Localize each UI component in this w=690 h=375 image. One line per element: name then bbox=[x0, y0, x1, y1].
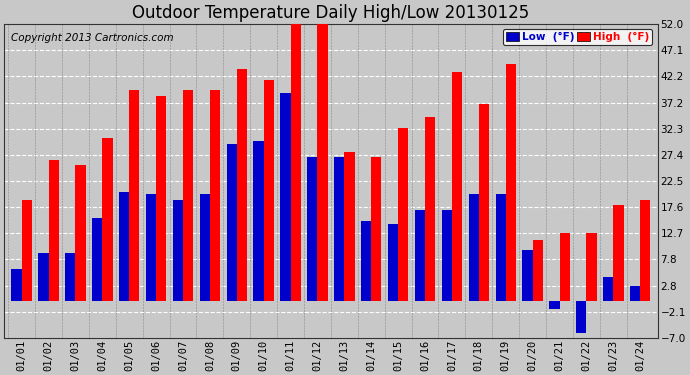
Bar bbox=[253, 141, 264, 301]
Bar bbox=[66, 253, 75, 301]
Bar bbox=[317, 24, 328, 301]
Bar bbox=[92, 218, 102, 301]
Bar bbox=[210, 90, 220, 301]
Bar bbox=[183, 90, 193, 301]
Bar bbox=[226, 144, 237, 301]
Bar bbox=[495, 194, 506, 301]
Bar bbox=[21, 200, 32, 301]
Bar bbox=[172, 200, 183, 301]
Bar bbox=[75, 165, 86, 301]
Bar bbox=[576, 301, 586, 333]
Bar bbox=[522, 250, 533, 301]
Bar bbox=[371, 157, 382, 301]
Bar bbox=[469, 194, 479, 301]
Bar bbox=[361, 221, 371, 301]
Bar bbox=[560, 233, 570, 301]
Bar bbox=[344, 152, 355, 301]
Bar bbox=[199, 194, 210, 301]
Bar bbox=[290, 24, 301, 301]
Bar bbox=[442, 210, 452, 301]
Bar bbox=[533, 240, 543, 301]
Text: Copyright 2013 Cartronics.com: Copyright 2013 Cartronics.com bbox=[11, 33, 173, 43]
Bar bbox=[307, 157, 317, 301]
Bar bbox=[334, 157, 344, 301]
Bar bbox=[264, 80, 274, 301]
Title: Outdoor Temperature Daily High/Low 20130125: Outdoor Temperature Daily High/Low 20130… bbox=[132, 4, 529, 22]
Bar bbox=[549, 301, 560, 309]
Bar bbox=[603, 277, 613, 301]
Bar bbox=[102, 138, 112, 301]
Bar bbox=[146, 194, 156, 301]
Bar bbox=[640, 200, 651, 301]
Legend: Low  (°F), High  (°F): Low (°F), High (°F) bbox=[503, 29, 653, 45]
Bar bbox=[12, 269, 21, 301]
Bar bbox=[129, 90, 139, 301]
Bar bbox=[388, 224, 398, 301]
Bar bbox=[586, 233, 597, 301]
Bar bbox=[479, 104, 489, 301]
Bar bbox=[506, 64, 516, 301]
Bar bbox=[156, 96, 166, 301]
Bar bbox=[630, 286, 640, 301]
Bar bbox=[48, 160, 59, 301]
Bar bbox=[415, 210, 425, 301]
Bar bbox=[452, 72, 462, 301]
Bar bbox=[119, 192, 129, 301]
Bar bbox=[398, 128, 408, 301]
Bar bbox=[613, 205, 624, 301]
Bar bbox=[237, 69, 247, 301]
Bar bbox=[425, 117, 435, 301]
Bar bbox=[280, 93, 290, 301]
Bar bbox=[39, 253, 48, 301]
